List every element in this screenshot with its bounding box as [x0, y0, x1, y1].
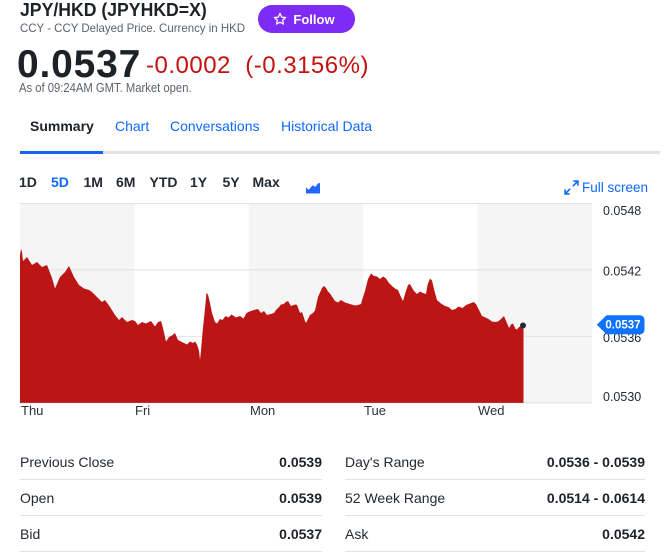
svg-text:0.0537: 0.0537 [605, 320, 640, 332]
svg-text:0.0530: 0.0530 [603, 390, 641, 404]
svg-text:0.0548: 0.0548 [603, 204, 641, 218]
svg-text:Thu: Thu [21, 403, 43, 418]
svg-text:0.0542: 0.0542 [603, 264, 641, 278]
svg-text:Tue: Tue [364, 403, 386, 418]
svg-text:Wed: Wed [478, 403, 505, 418]
svg-text:Mon: Mon [250, 403, 275, 418]
svg-text:Fri: Fri [135, 403, 150, 418]
svg-text:0.0536: 0.0536 [603, 331, 641, 345]
